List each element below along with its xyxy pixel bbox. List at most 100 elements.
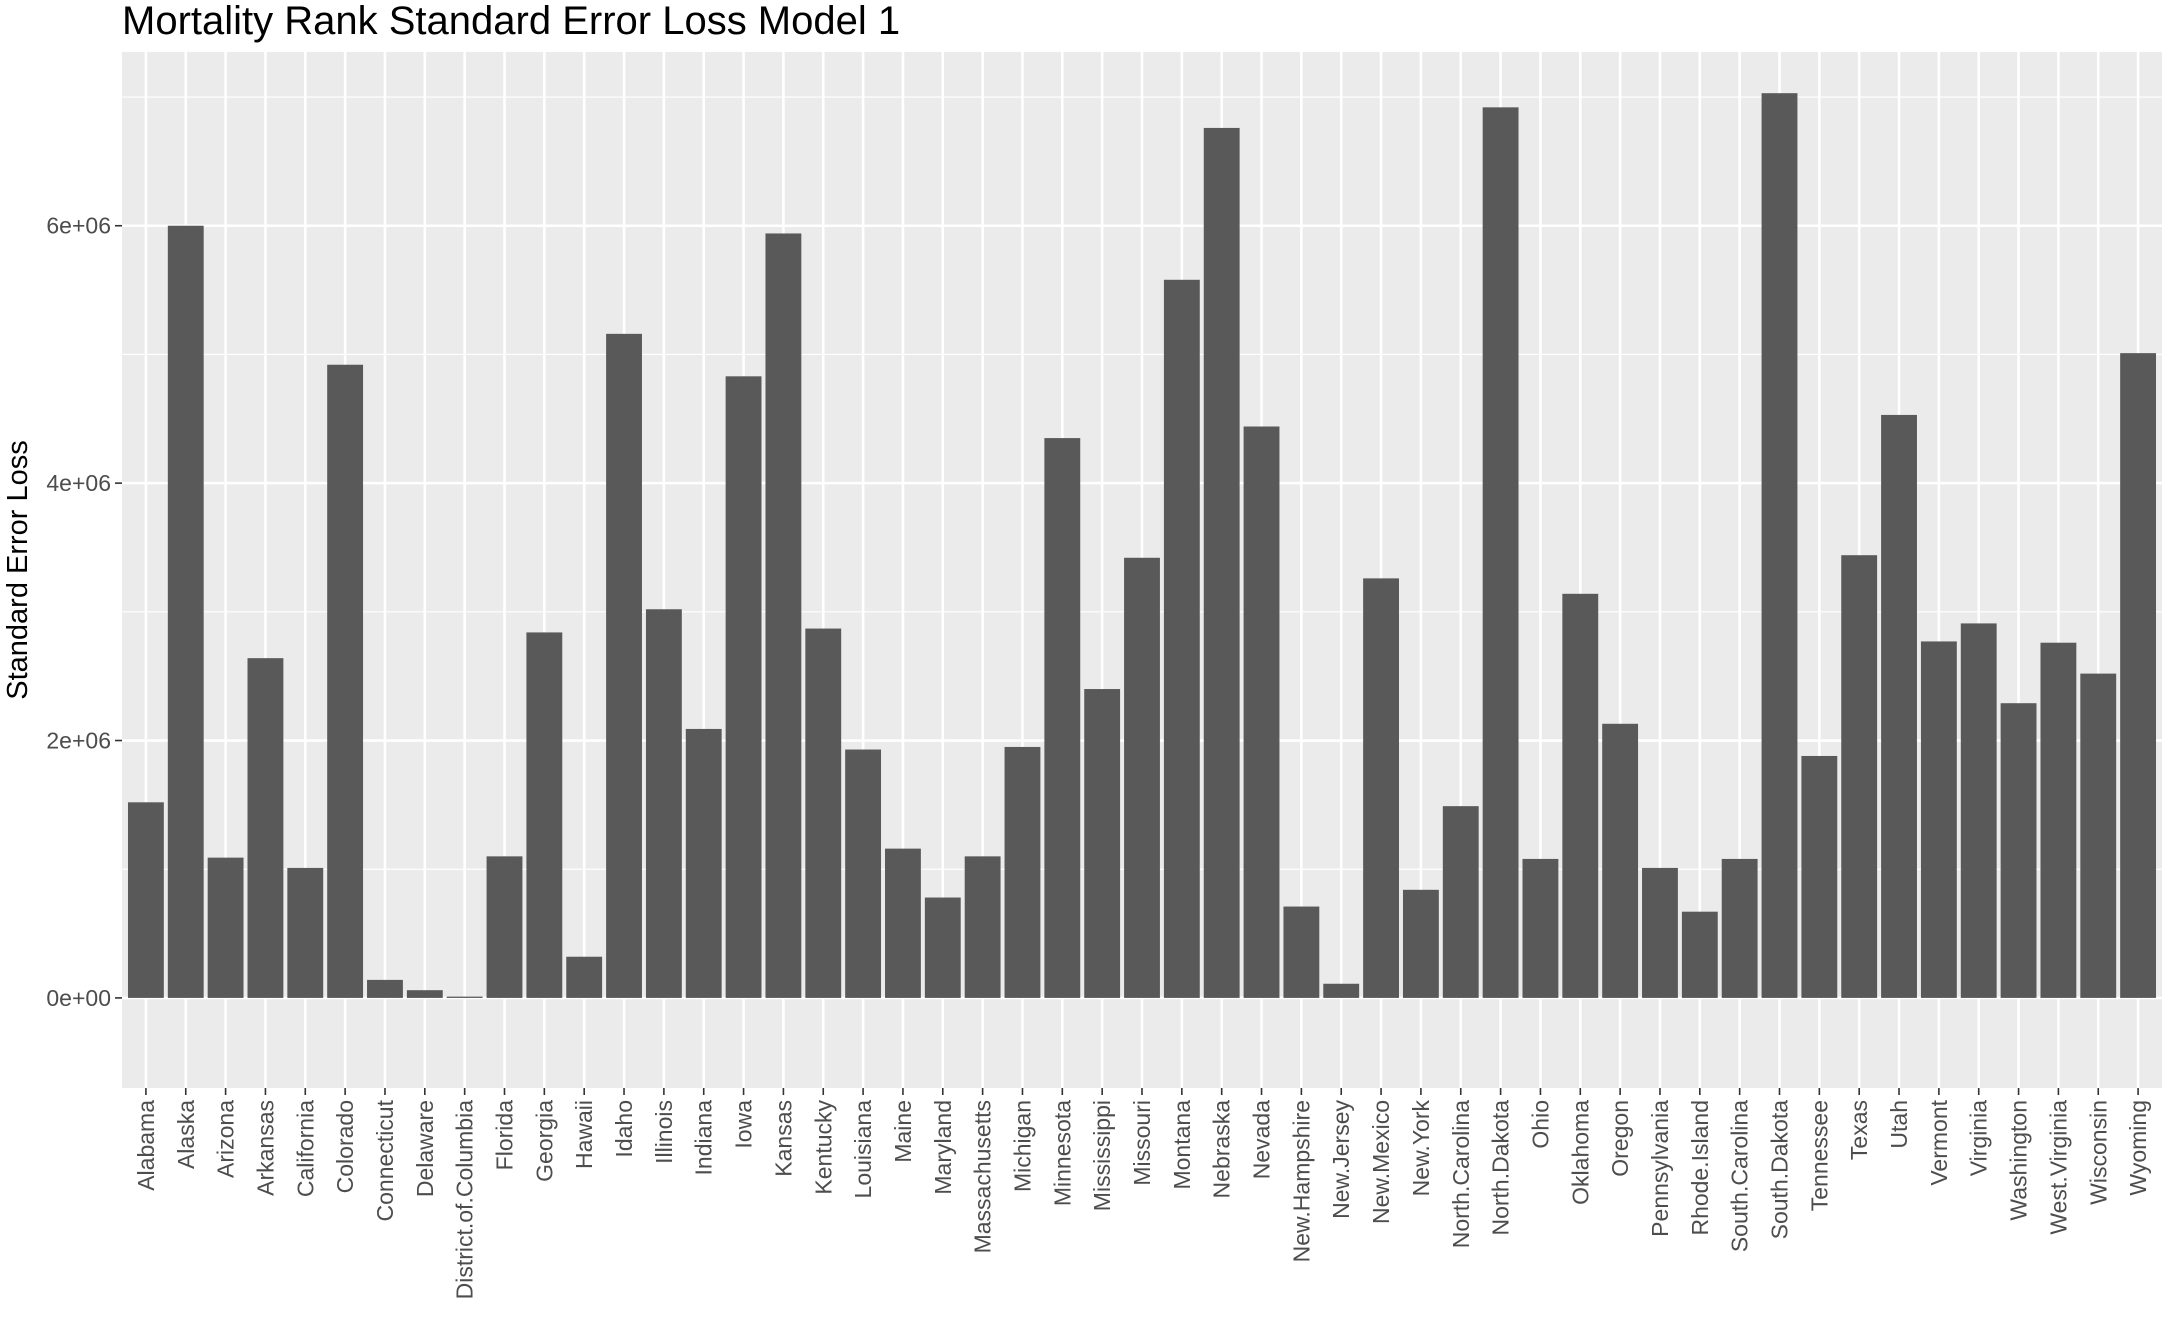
bar-hawaii xyxy=(566,956,603,998)
bar-iowa xyxy=(725,376,762,998)
bar-kentucky xyxy=(805,628,842,998)
x-tick-label: Connecticut xyxy=(372,1099,398,1221)
x-tick-label: New.Jersey xyxy=(1328,1100,1354,1219)
x-tick-label: Pennsylvania xyxy=(1647,1100,1673,1237)
x-tick-label: Nebraska xyxy=(1209,1100,1235,1199)
x-tick-label: New.York xyxy=(1408,1100,1434,1197)
y-axis-title: Standard Error Loss xyxy=(2,440,34,700)
bar-new-hampshire xyxy=(1283,906,1320,998)
x-tick-label: Nevada xyxy=(1249,1100,1275,1179)
bar-florida xyxy=(486,856,523,998)
bar-north-carolina xyxy=(1442,806,1479,998)
x-tick-label: Arizona xyxy=(213,1100,239,1178)
bar-michigan xyxy=(1004,746,1041,998)
y-tick-label: 0e+00 xyxy=(46,985,111,1011)
bars xyxy=(127,93,2157,998)
bar-wyoming xyxy=(2120,353,2157,998)
x-tick-label: North.Carolina xyxy=(1448,1100,1474,1248)
bar-south-dakota xyxy=(1761,93,1798,998)
x-tick-label: Maine xyxy=(890,1100,916,1163)
bar-nebraska xyxy=(1203,127,1240,998)
bar-new-jersey xyxy=(1323,983,1360,998)
bar-nevada xyxy=(1243,426,1280,998)
bar-alabama xyxy=(127,802,164,998)
bar-montana xyxy=(1163,279,1200,998)
bar-missouri xyxy=(1124,557,1160,998)
x-tick-label: Oklahoma xyxy=(1567,1100,1593,1205)
bar-south-carolina xyxy=(1721,858,1758,998)
bar-washington xyxy=(2000,703,2037,998)
y-tick-label: 2e+06 xyxy=(46,728,111,754)
x-tick-label: North.Dakota xyxy=(1488,1100,1514,1236)
x-tick-label: Oregon xyxy=(1607,1100,1633,1177)
x-tick-label: Utah xyxy=(1886,1100,1912,1149)
bar-colorado xyxy=(327,364,364,998)
y-tick-label: 4e+06 xyxy=(46,470,111,496)
bar-pennsylvania xyxy=(1642,867,1678,998)
x-tick-label: California xyxy=(292,1100,318,1197)
x-tick-label: Indiana xyxy=(691,1100,717,1176)
x-tick-label: Arkansas xyxy=(252,1100,278,1196)
x-tick-label: South.Carolina xyxy=(1727,1100,1753,1252)
bar-louisiana xyxy=(845,749,882,998)
bar-indiana xyxy=(685,728,722,998)
bar-oregon xyxy=(1602,723,1639,998)
x-tick-label: Michigan xyxy=(1009,1100,1035,1192)
bar-new-mexico xyxy=(1363,578,1399,998)
x-tick-label: Massachusetts xyxy=(970,1100,996,1253)
x-tick-label: New.Mexico xyxy=(1368,1100,1394,1224)
x-tick-label: Colorado xyxy=(332,1100,358,1193)
bar-north-dakota xyxy=(1482,107,1519,998)
bar-oklahoma xyxy=(1562,593,1599,998)
x-tick-label: Minnesota xyxy=(1049,1100,1075,1206)
y-tick-label: 6e+06 xyxy=(46,213,111,239)
bar-mississippi xyxy=(1084,689,1121,998)
bar-massachusetts xyxy=(964,856,1001,998)
x-axis: Alabama Alaska Arizona Arkansas California Co… xyxy=(133,1088,2151,1299)
x-tick-label: Vermont xyxy=(1926,1099,1952,1185)
x-tick-label: South.Dakota xyxy=(1767,1100,1793,1240)
y-axis: 0e+00 2e+06 4e+06 6e+06 xyxy=(46,213,122,1011)
bar-tennessee xyxy=(1801,755,1838,998)
bar-vermont xyxy=(1920,641,1957,998)
x-tick-label: Wisconsin xyxy=(2085,1100,2111,1205)
x-tick-label: Montana xyxy=(1169,1100,1195,1190)
x-tick-label: Alabama xyxy=(133,1100,159,1191)
bar-west-virginia xyxy=(2040,642,2077,998)
x-tick-label: Wyoming xyxy=(2125,1100,2151,1196)
bar-texas xyxy=(1841,555,1878,998)
x-tick-label: Rhode.Island xyxy=(1687,1100,1713,1236)
bar-alaska xyxy=(167,225,204,998)
chart-title: Mortality Rank Standard Error Loss Model… xyxy=(122,0,900,43)
x-tick-label: Alaska xyxy=(173,1100,199,1169)
bar-idaho xyxy=(606,333,642,998)
x-tick-label: Ohio xyxy=(1527,1100,1553,1149)
bar-arizona xyxy=(207,857,244,998)
bar-wisconsin xyxy=(2080,673,2117,998)
bar-maine xyxy=(885,848,921,998)
bar-virginia xyxy=(1960,623,1997,998)
bar-georgia xyxy=(526,632,563,998)
x-tick-label: Kansas xyxy=(770,1100,796,1177)
bar-new-york xyxy=(1402,889,1439,998)
x-tick-label: Delaware xyxy=(412,1100,438,1197)
x-tick-label: Washington xyxy=(2006,1100,2032,1221)
bar-arkansas xyxy=(247,658,284,998)
x-tick-label: Louisiana xyxy=(850,1100,876,1199)
bar-delaware xyxy=(406,990,443,998)
bar-maryland xyxy=(924,897,961,998)
bar-connecticut xyxy=(367,979,403,998)
x-tick-label: Illinois xyxy=(651,1100,677,1164)
x-tick-label: Florida xyxy=(492,1100,518,1171)
bar-district-of-columbia xyxy=(446,996,483,998)
x-tick-label: West.Virginia xyxy=(2045,1100,2071,1235)
bar-california xyxy=(287,867,324,998)
x-tick-label: Missouri xyxy=(1129,1100,1155,1186)
bar-illinois xyxy=(645,609,682,998)
x-tick-label: Kentucky xyxy=(810,1100,836,1195)
x-tick-label: Maryland xyxy=(930,1100,956,1195)
bar-kansas xyxy=(765,233,802,998)
bar-ohio xyxy=(1522,858,1559,998)
bar-rhode-island xyxy=(1681,911,1718,998)
